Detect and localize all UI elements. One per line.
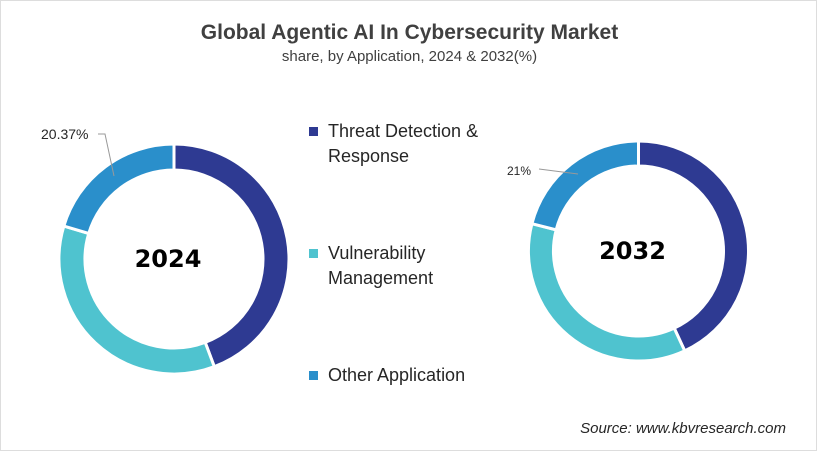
legend-swatch: [309, 371, 318, 380]
data-label: 20.37%: [41, 126, 88, 142]
donut-center-label: 2024: [135, 245, 202, 273]
source-note: Source: www.kbvresearch.com: [580, 420, 786, 437]
donut-slice-other-application: [61, 142, 176, 236]
legend-item-other-application: Other Application: [309, 363, 508, 388]
chart-subtitle: share, by Application, 2024 & 2032(%): [281, 48, 538, 65]
donut-slice-other-application: [530, 139, 640, 232]
donut-center-label: 2032: [599, 237, 666, 265]
leader-line: [98, 133, 115, 177]
data-label: 21%: [507, 164, 531, 178]
leader-line: [538, 168, 579, 175]
legend-label: Threat Detection & Response: [328, 121, 479, 166]
legend-label: Vulnerability Management: [328, 243, 434, 288]
legend-item-threat-detection: Threat Detection & Response: [309, 119, 508, 169]
legend-swatch: [309, 127, 318, 136]
chart-title: Global Agentic AI In Cybersecurity Marke…: [200, 21, 619, 44]
donut-slice-threat-detection-response: [637, 139, 750, 353]
legend-swatch: [309, 249, 318, 258]
legend-label: Other Application: [328, 365, 466, 385]
legend-item-vulnerability-management: Vulnerability Management: [309, 241, 468, 291]
